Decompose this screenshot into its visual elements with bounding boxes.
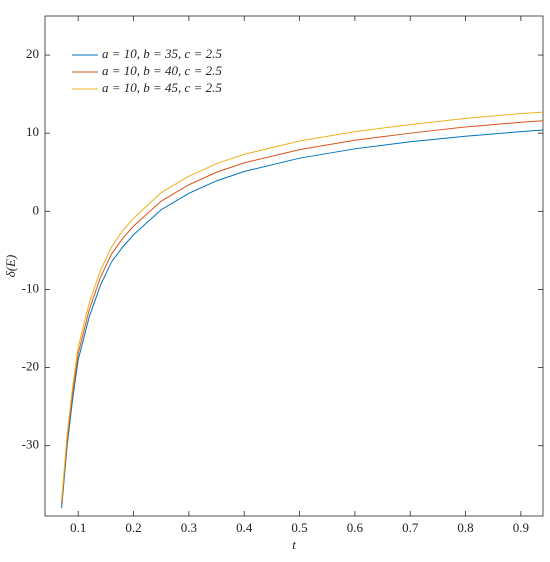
y-tick-label: -20	[22, 359, 39, 374]
x-tick-label: 0.1	[70, 520, 86, 535]
legend-label: a = 10, b = 45, c = 2.5	[102, 80, 222, 95]
y-tick-label: -30	[22, 437, 39, 452]
y-tick-label: 10	[26, 124, 39, 139]
legend-label: a = 10, b = 40, c = 2.5	[102, 63, 222, 78]
lines	[61, 111, 543, 509]
x-tick-label: 0.9	[513, 520, 529, 535]
x-tick-label: 0.3	[181, 520, 197, 535]
y-tick-label: -10	[22, 280, 39, 295]
y-axis-label: δ(E)	[3, 255, 18, 278]
y-tick-label: 20	[26, 46, 39, 61]
x-tick-label: 0.5	[291, 520, 307, 535]
y-tick-label: 0	[33, 202, 40, 217]
x-axis-label: t	[292, 537, 296, 552]
series-line	[61, 129, 543, 509]
x-tick-label: 0.2	[125, 520, 141, 535]
x-tick-label: 0.4	[236, 520, 253, 535]
x-tick-label: 0.6	[347, 520, 364, 535]
x-tick-label: 0.8	[457, 520, 473, 535]
series-line	[61, 120, 543, 505]
x-tick-label: 0.7	[402, 520, 419, 535]
series-line	[61, 111, 543, 501]
plot-area	[44, 15, 544, 517]
legend-label: a = 10, b = 35, c = 2.5	[102, 46, 222, 61]
